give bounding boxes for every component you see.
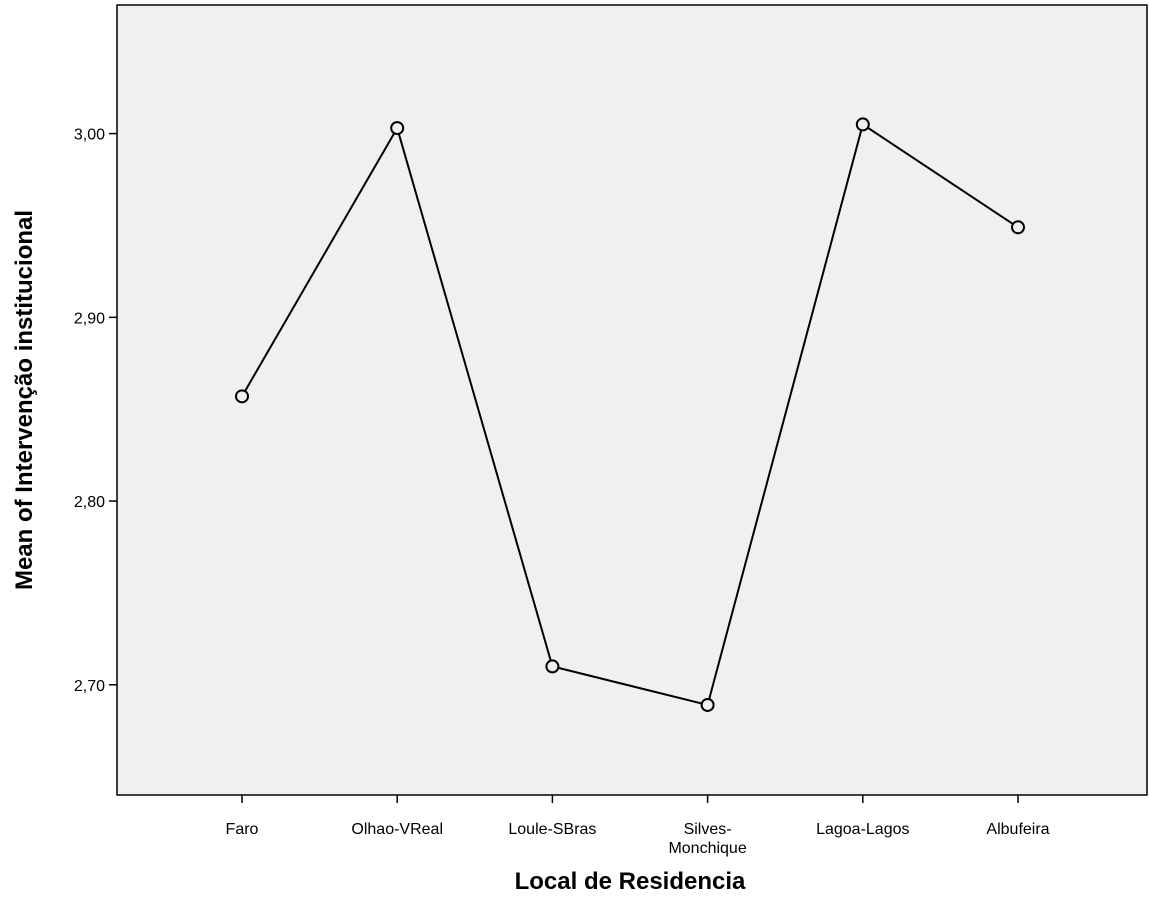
x-tick-label: Silves- [684, 821, 732, 838]
x-axis-title: Local de Residencia [515, 868, 746, 895]
y-tick-label: 2,80 [74, 494, 105, 511]
y-tick-label: 2,90 [74, 310, 105, 327]
y-tick-label: 3,00 [74, 127, 105, 144]
data-point-marker [855, 117, 870, 132]
y-axis-title: Mean of Intervenção institucional [11, 210, 38, 590]
y-axis-ticks: 2,70 2,80 2,90 3,00 [74, 127, 117, 695]
data-point-marker [1011, 220, 1025, 235]
x-tick-label: Lagoa-Lagos [816, 821, 909, 838]
x-tick-label: Monchique [668, 840, 746, 857]
data-point-marker [700, 697, 715, 712]
data-point-marker [235, 389, 249, 404]
data-point-marker [545, 659, 560, 674]
x-axis-ticks: Faro Olhao-VReal Loule-SBras Silves- Monchiq… [226, 795, 1050, 857]
x-tick-label: Faro [226, 821, 259, 838]
series-line [241, 122, 1019, 707]
x-tick-label: Olhao-VReal [351, 821, 443, 838]
y-tick-label: 2,70 [74, 678, 105, 695]
plot-area [116, 4, 1148, 796]
x-tick-label: Loule-SBras [508, 821, 596, 838]
data-point-marker [390, 121, 405, 136]
x-tick-label: Albufeira [986, 821, 1049, 838]
series-group [235, 117, 1025, 712]
